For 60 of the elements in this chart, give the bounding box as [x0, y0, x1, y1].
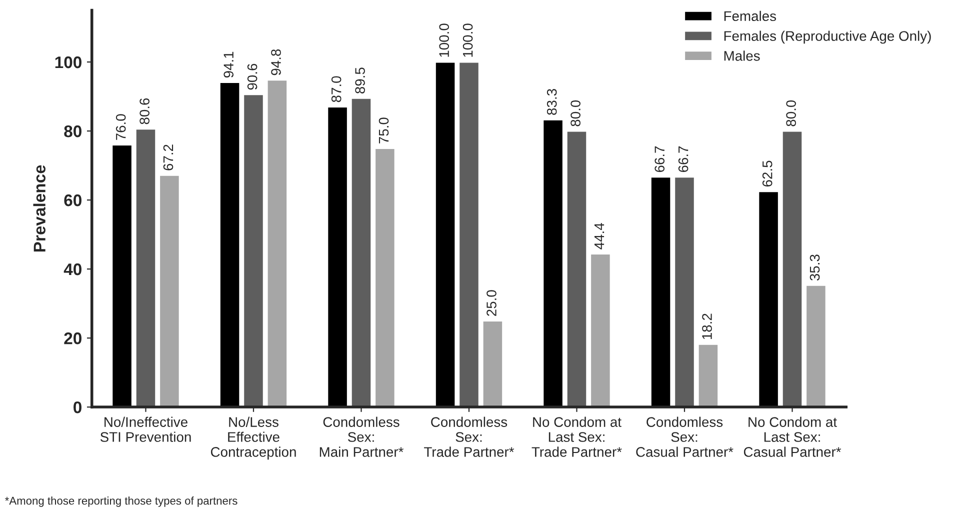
bar: [650, 176, 672, 408]
text: *Among those reporting those types of partners: [5, 496, 238, 507]
x-tick-label: No/Less Effective Contraception: [210, 416, 296, 460]
data-label: 75.0: [378, 118, 389, 144]
bar: [326, 106, 348, 408]
bar: [458, 61, 480, 408]
x-tick-label: No Condom at Last Sex: Casual Partner*: [744, 416, 842, 457]
y-tick-label: 40: [64, 263, 82, 276]
legend-label: Females (Reproductive Age Only): [724, 30, 931, 44]
data-label: 87.0: [331, 76, 342, 102]
y-tick-label: 100: [55, 56, 82, 68]
y-tick-label: 80: [64, 125, 82, 138]
data-label: 94.1: [224, 52, 234, 78]
bar: [350, 98, 372, 408]
data-label: 44.4: [594, 223, 604, 250]
data-label: 80.0: [786, 100, 796, 126]
data-label: 76.0: [116, 114, 126, 140]
bar: [590, 253, 612, 408]
bar: [219, 82, 241, 408]
y-axis-title: Prevalence: [33, 165, 46, 252]
bar: [242, 94, 264, 408]
bar: [781, 130, 804, 408]
data-label: 18.2: [702, 314, 712, 340]
bar: [805, 284, 827, 408]
bar: [434, 61, 456, 408]
data-label: 83.3: [546, 89, 557, 115]
data-label: 94.8: [271, 49, 281, 76]
data-label: 90.6: [247, 64, 258, 90]
data-label: 35.3: [810, 254, 820, 281]
bar: [266, 79, 288, 408]
bar: [374, 148, 396, 408]
bar: [158, 174, 180, 408]
data-label: 80.6: [140, 98, 150, 124]
bar: [566, 130, 588, 408]
bar: [111, 144, 133, 408]
bar: [674, 176, 696, 408]
bar: [542, 118, 564, 408]
data-label: 66.7: [654, 146, 665, 172]
y-tick-label: 0: [74, 401, 82, 414]
data-label: 100.0: [439, 24, 450, 57]
bar: [482, 320, 504, 408]
data-label: 80.0: [570, 100, 580, 126]
bar: [758, 190, 780, 408]
bar: [134, 128, 157, 408]
data-label: 100.0: [462, 24, 473, 57]
x-tick-label: Condomless Sex: Trade Partner*: [424, 416, 514, 457]
x-tick-label: No Condom at Last Sex: Trade Partner*: [532, 416, 622, 457]
data-label: 67.2: [163, 144, 174, 170]
y-tick-label: 20: [64, 332, 82, 344]
data-label: 25.0: [486, 290, 496, 316]
x-tick-label: Condomless Sex: Casual Partner*: [636, 416, 734, 457]
x-tick-label: No/Ineffective STI Prevention: [100, 416, 191, 442]
data-label: 66.7: [678, 146, 688, 172]
bar: [697, 344, 719, 408]
legend-label: Males: [724, 50, 760, 61]
data-label: 89.5: [355, 68, 365, 94]
y-tick-label: 60: [64, 194, 82, 206]
data-label: 62.5: [762, 160, 772, 187]
x-tick-label: Condomless Sex: Main Partner*: [320, 416, 404, 457]
legend-label: Females: [724, 10, 776, 22]
